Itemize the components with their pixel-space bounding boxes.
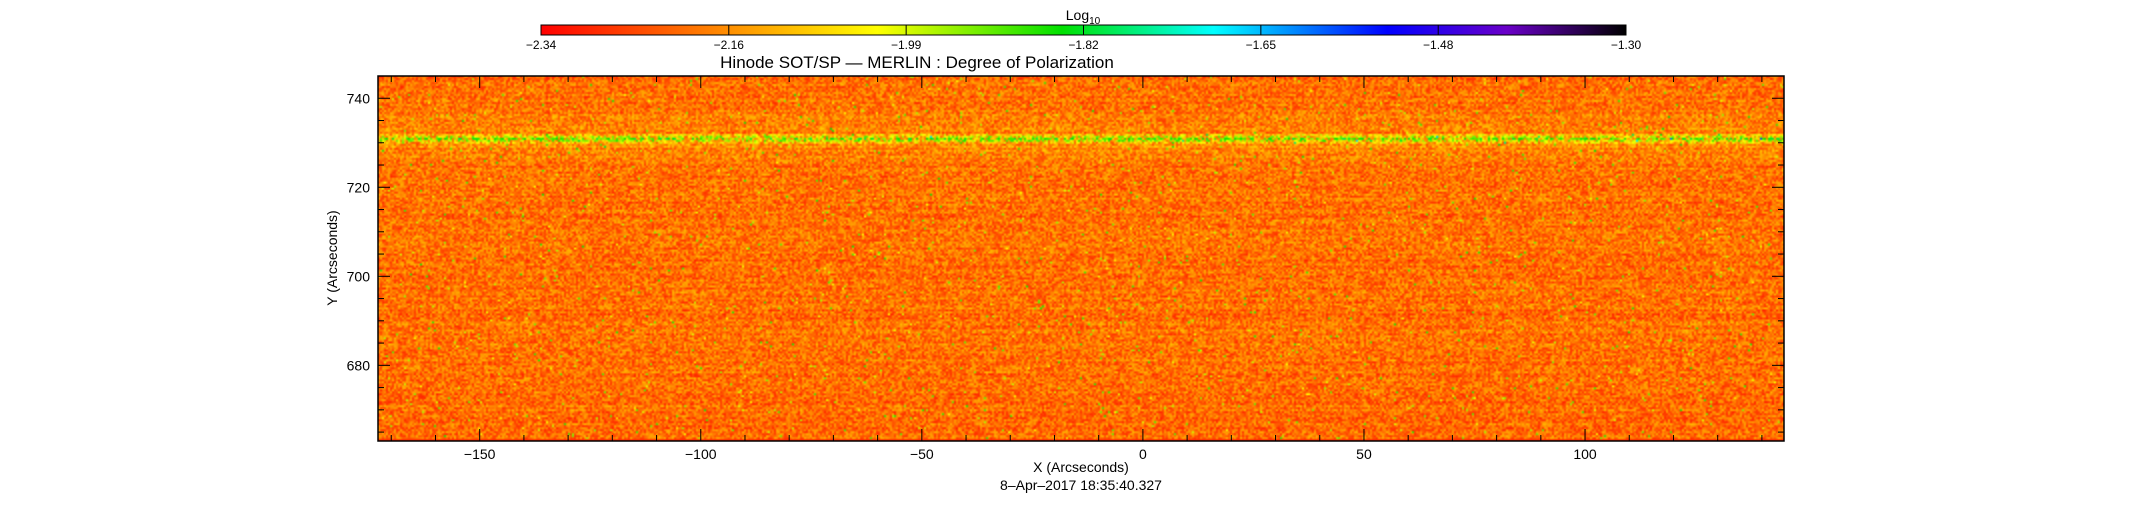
colorbar-tick-label: −1.48	[1423, 38, 1454, 52]
plot-frame	[377, 75, 1785, 442]
y-axis-label: Y (Arcseconds)	[324, 210, 340, 305]
y-tick-label: 720	[347, 179, 371, 195]
y-tick-label: 700	[347, 268, 371, 284]
heatmap-plot: −150 −100 −50 0 50 100 680 700 720 740	[347, 75, 1785, 462]
colorbar-ticks: −2.34 −2.16 −1.99 −1.82 −1.65 −1.48 −1.30	[526, 25, 1642, 52]
x-tick-label: −150	[464, 446, 496, 462]
y-tick-label: 680	[347, 357, 371, 373]
x-tick-label: 50	[1356, 446, 1372, 462]
x-tick-label: 0	[1139, 446, 1147, 462]
colorbar-tick-label: −1.82	[1068, 38, 1099, 52]
colorbar-label: Log10	[1066, 7, 1101, 27]
y-tick-label: 740	[347, 90, 371, 106]
colorbar-tick-label: −1.65	[1246, 38, 1277, 52]
x-tick-label: −50	[910, 446, 934, 462]
colorbar-tick-label: −1.30	[1611, 38, 1642, 52]
heatmap-image	[378, 76, 1784, 441]
axis-ticks: −150 −100 −50 0 50 100 680 700 720 740	[347, 75, 1784, 462]
x-axis-label: X (Arcseconds)	[1033, 459, 1129, 475]
timestamp: 8–Apr–2017 18:35:40.327	[1000, 477, 1162, 493]
colorbar-tick-label: −1.99	[891, 38, 922, 52]
x-tick-label: 100	[1573, 446, 1597, 462]
colorbar-tick-label: −2.16	[714, 38, 745, 52]
chart-title: Hinode SOT/SP — MERLIN : Degree of Polar…	[720, 53, 1114, 72]
colorbar-tick-label: −2.34	[526, 38, 557, 52]
colorbar: Log10 −2.34 −2.16 −1.99 −1.82 −1.65 −1.48 −1.3…	[526, 7, 1642, 52]
x-tick-label: −100	[685, 446, 717, 462]
